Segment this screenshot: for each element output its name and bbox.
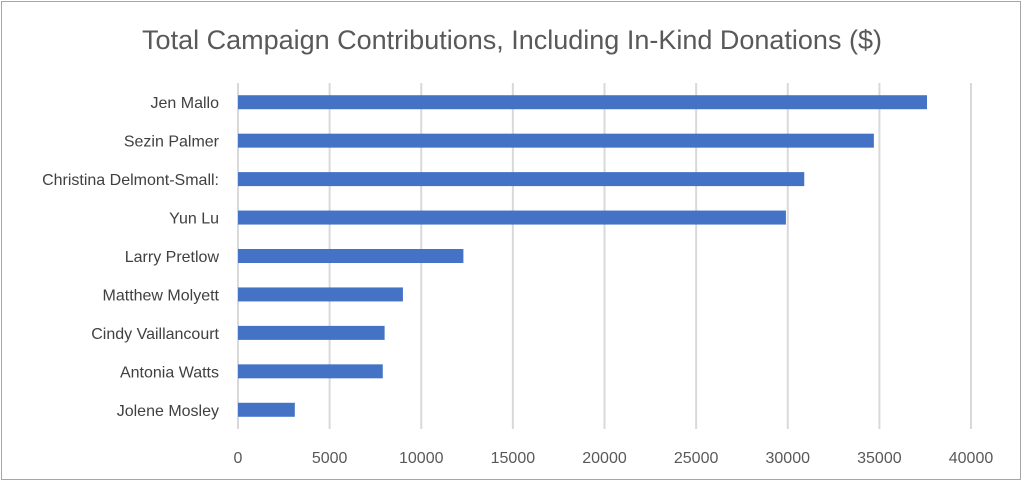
bar xyxy=(238,172,805,187)
category-label: Jen Mallo xyxy=(151,95,220,112)
bars xyxy=(238,95,928,417)
category-labels: Jen Mallo Sezin Palmer Christina Delmont-S… xyxy=(42,95,220,420)
category-label: Christina Delmont-Small: xyxy=(42,172,219,189)
bar xyxy=(238,95,928,110)
x-tick-label: 5000 xyxy=(312,450,348,467)
category-label: Cindy Vaillancourt xyxy=(91,326,219,343)
bar xyxy=(238,287,403,302)
x-tick-label: 0 xyxy=(234,450,243,467)
bar xyxy=(238,364,383,379)
x-tick-label: 15000 xyxy=(491,450,536,467)
category-label: Sezin Palmer xyxy=(124,134,220,151)
category-label: Larry Pretlow xyxy=(125,249,220,266)
x-tick-label: 40000 xyxy=(949,450,994,467)
category-label: Antonia Watts xyxy=(120,364,219,381)
x-axis-tick-labels: 0 5000 10000 15000 20000 25000 30000 35000 40000 xyxy=(234,450,994,467)
x-tick-label: 25000 xyxy=(674,450,719,467)
x-tick-label: 35000 xyxy=(857,450,902,467)
chart-title: Total Campaign Contributions, Including … xyxy=(142,25,882,55)
bar xyxy=(238,133,874,148)
x-tick-label: 20000 xyxy=(582,450,627,467)
x-tick-label: 30000 xyxy=(766,450,811,467)
bar xyxy=(238,249,464,263)
bar xyxy=(238,210,786,225)
bar xyxy=(238,402,295,417)
bar xyxy=(238,325,385,340)
category-label: Yun Lu xyxy=(169,211,219,228)
category-label: Matthew Molyett xyxy=(103,287,220,304)
category-label: Jolene Mosley xyxy=(117,403,219,420)
x-tick-label: 10000 xyxy=(399,450,444,467)
